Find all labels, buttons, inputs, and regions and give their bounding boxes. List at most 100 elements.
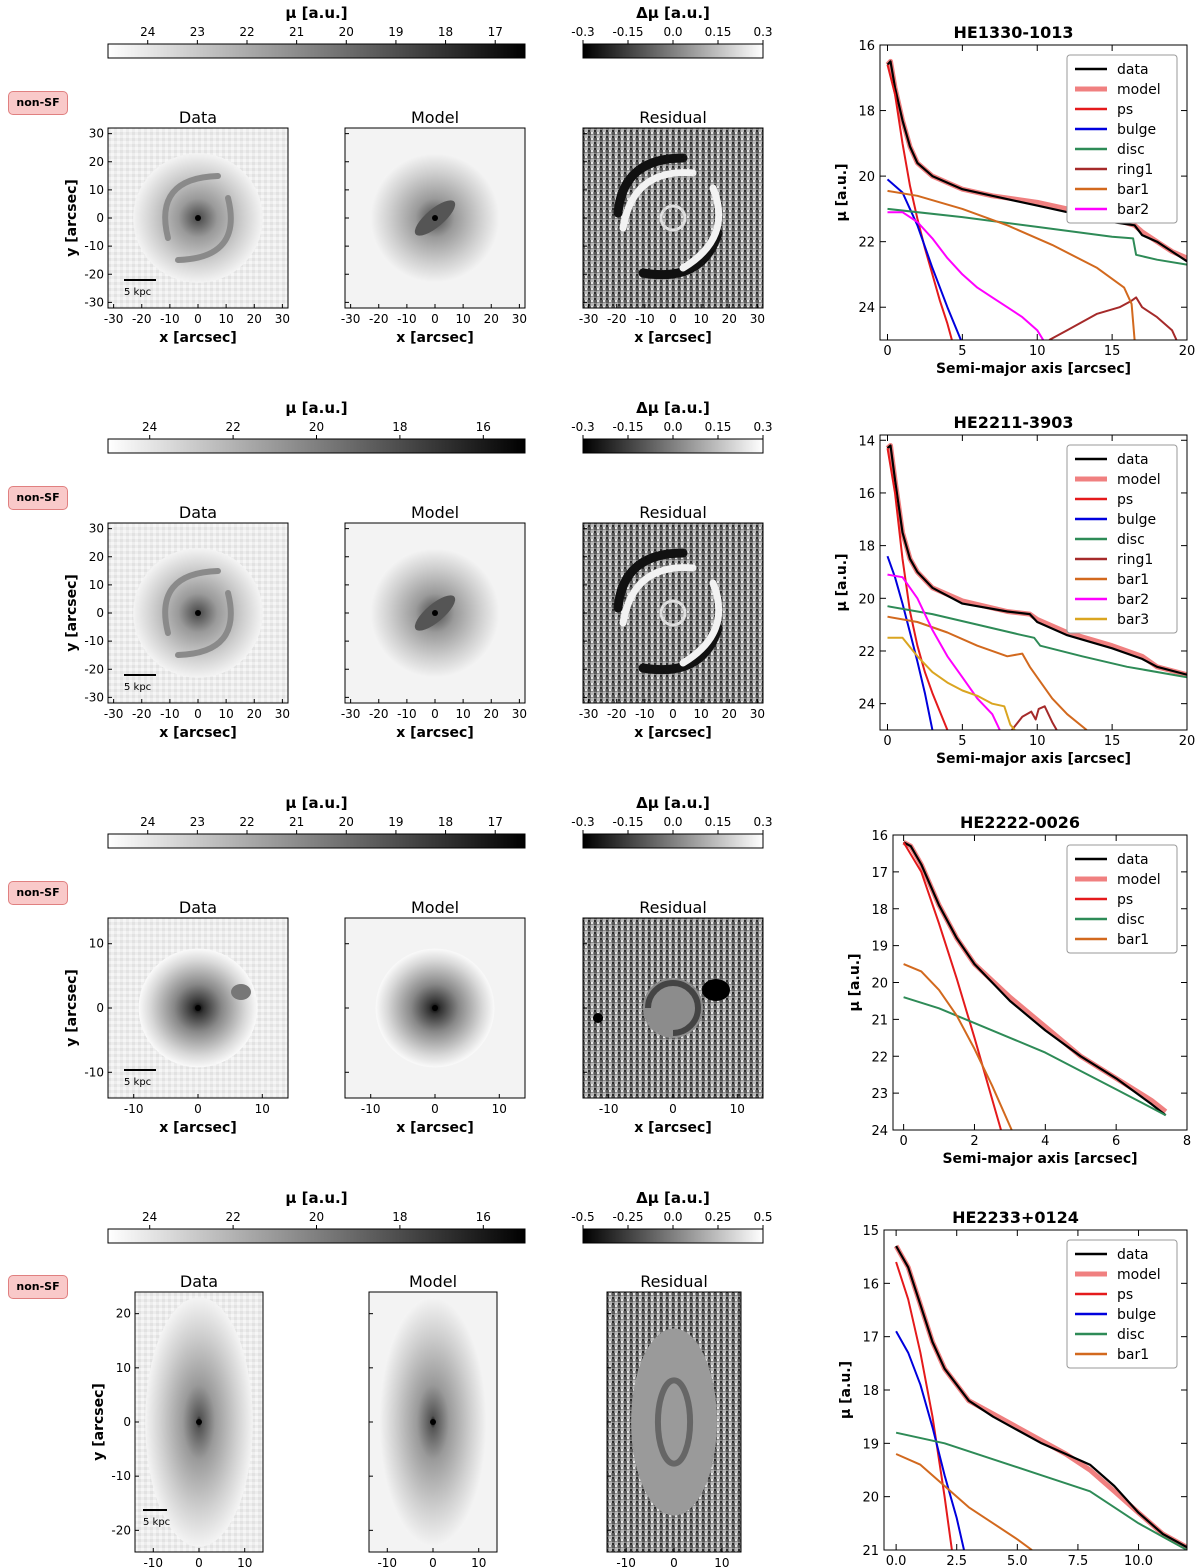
y-tick-label: 20 — [116, 1307, 131, 1321]
residual-panel: Residual -30 -20 -10 0 10 20 30 x [arcsec] — [579, 503, 765, 741]
y-tick-label: 19 — [871, 940, 888, 955]
colorbar-residual — [582, 438, 764, 454]
colorbar-residual-tick-label: 0.0 — [663, 815, 682, 829]
colorbar-residual-tick-label: 0.15 — [705, 25, 732, 39]
x-tick-label: 20 — [1179, 344, 1196, 359]
colorbar-mu-tick-label: 16 — [476, 1210, 491, 1224]
colorbar-residual-tick-label: -0.5 — [571, 1210, 594, 1224]
residual-arm — [613, 153, 688, 218]
x-tick-label: 0 — [669, 707, 677, 721]
x-tick-label: -10 — [599, 1102, 619, 1116]
colorbar-mu-tick-label: 17 — [488, 815, 503, 829]
colorbar-mu-tick-label: 21 — [289, 815, 304, 829]
x-tick-label: 0 — [899, 1134, 907, 1149]
y-axis-label: y [arcsec] — [64, 969, 80, 1047]
x-tick-label: 15 — [1104, 344, 1121, 359]
x-axis-label: x [arcsec] — [396, 330, 473, 346]
colorbar-mu-tick-label: 20 — [339, 25, 354, 39]
model-panel: Model -30 -20 -10 0 10 20 30 x [arcsec] — [341, 503, 527, 741]
colorbar-mu-tick-label: 20 — [339, 815, 354, 829]
colorbar-mu-label: μ [a.u.] — [285, 794, 347, 812]
series-line-ps — [895, 1261, 953, 1550]
colorbar-residual-label: Δμ [a.u.] — [636, 399, 710, 417]
panel-title: Model — [411, 898, 459, 917]
x-axis-label: x [arcsec] — [159, 1120, 236, 1136]
residual-ring — [659, 204, 687, 232]
legend-label-ps: ps — [1117, 102, 1133, 118]
series-line-disc — [903, 996, 1167, 1117]
series-line-ring1 — [1048, 296, 1178, 340]
colorbar-residual — [582, 1228, 764, 1244]
x-axis-label: x [arcsec] — [634, 330, 711, 346]
colorbar-mu — [107, 43, 526, 59]
y-tick-label: -10 — [84, 634, 104, 648]
colorbar-residual-label: Δμ [a.u.] — [636, 1189, 710, 1207]
residual-ring — [654, 1377, 694, 1467]
legend-label-model: model — [1117, 472, 1161, 488]
x-tick-label: -10 — [616, 1556, 636, 1568]
panel-title: Residual — [639, 503, 707, 522]
series-line-bar1 — [887, 189, 1136, 340]
colorbar-residual-tick-label: -0.3 — [571, 815, 594, 829]
x-tick-label: -30 — [579, 707, 599, 721]
x-tick-label: -30 — [579, 312, 599, 326]
legend-label-ring1: ring1 — [1117, 552, 1153, 568]
colorbar-mu-label: μ [a.u.] — [285, 399, 347, 417]
x-tick-label: -30 — [104, 707, 124, 721]
x-axis-label: x [arcsec] — [396, 1120, 473, 1136]
x-tick-label: -20 — [607, 312, 627, 326]
series-line-disc — [887, 207, 1187, 266]
x-tick-label: 8 — [1183, 1134, 1191, 1149]
chart-title: HE1330-1013 — [953, 23, 1073, 42]
x-tick-label: 0 — [883, 344, 891, 359]
x-tick-label: 30 — [750, 707, 765, 721]
data-panel: Data -30 -20 -10 0 10 20 30 x [arcsec] -30 -20 -10 0… — [64, 108, 290, 346]
data-panel: Data -30 -20 -10 0 10 20 30 x [arcsec] -30 -20 -10 0… — [64, 503, 290, 741]
colorbar-mu-tick-label: 24 — [140, 25, 155, 39]
colorbar-mu-tick-label: 20 — [309, 1210, 324, 1224]
y-tick-label: 18 — [858, 540, 875, 555]
x-tick-label: -10 — [635, 312, 655, 326]
x-tick-label: -30 — [104, 312, 124, 326]
x-tick-label: 10.0 — [1124, 1554, 1153, 1568]
colorbar-residual-tick-label: 0.15 — [705, 420, 732, 434]
legend-label-disc: disc — [1117, 912, 1145, 928]
y-axis-label: y [arcsec] — [64, 574, 80, 652]
series-line-bulge — [886, 178, 962, 340]
colorbar-residual-tick-label: 0.3 — [753, 420, 772, 434]
profile-chart: 0 5 10 15 20 16 18 20 22 24 HE1330-1013 Semi-major … — [834, 23, 1195, 377]
x-tick-label: -10 — [361, 1102, 381, 1116]
series-line-data — [886, 444, 1187, 676]
x-tick-label: 2 — [970, 1134, 978, 1149]
x-tick-label: 30 — [275, 707, 290, 721]
residual-arm-light — [679, 184, 723, 272]
legend: data model ps disc bar1 — [1066, 844, 1178, 954]
legend-box — [1066, 54, 1178, 224]
y-tick-label: 23 — [871, 1087, 888, 1102]
x-tick-label: -10 — [397, 312, 417, 326]
legend-label-data: data — [1117, 852, 1149, 868]
x-tick-label: 0 — [431, 707, 439, 721]
x-tick-label: 10 — [218, 312, 233, 326]
series-group — [885, 443, 1187, 730]
colorbar-mu-tick-label: 18 — [438, 25, 453, 39]
x-axis-label: x [arcsec] — [159, 725, 236, 741]
legend-label-ps: ps — [1117, 892, 1133, 908]
y-tick-label: 0 — [123, 1415, 131, 1429]
colorbar-mu-tick-label: 19 — [388, 815, 403, 829]
panel-title: Residual — [640, 1272, 708, 1291]
y-tick-label: 0 — [96, 1001, 104, 1015]
legend-label-model: model — [1117, 82, 1161, 98]
y-tick-label: 0 — [96, 211, 104, 225]
x-tick-label: 10 — [237, 1556, 252, 1568]
colorbar-residual-tick-label: 0.3 — [753, 25, 772, 39]
x-tick-label: -10 — [397, 707, 417, 721]
y-tick-label: -30 — [84, 295, 104, 309]
y-tick-label: 20 — [862, 1491, 879, 1506]
y-tick-label: 18 — [871, 903, 888, 918]
